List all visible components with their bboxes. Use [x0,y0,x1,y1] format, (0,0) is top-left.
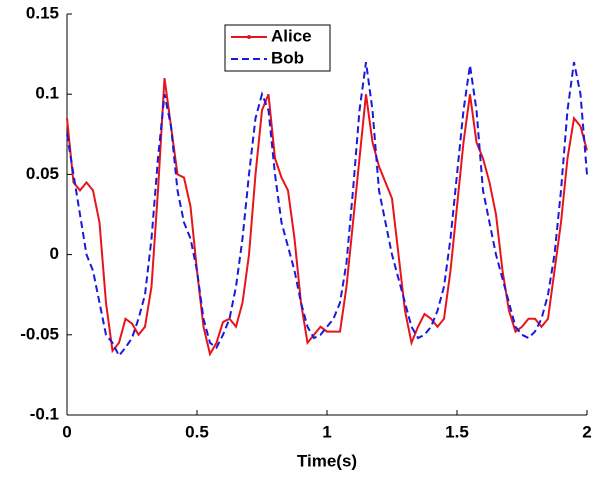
series-line [66,78,588,357]
x-tick-label: 1.5 [445,422,469,441]
legend-label: Alice [271,26,312,45]
x-axis-label: Time(s) [297,451,357,470]
x-tick-label: 2 [582,422,591,441]
y-tick-label: -0.05 [20,324,59,343]
legend-marker [247,35,251,39]
y-tick-label: 0 [50,244,59,263]
series-line [66,61,588,358]
x-tick-label: 0 [62,422,71,441]
x-tick-label: 1 [322,422,331,441]
y-tick-label: 0.05 [26,164,59,183]
legend-box [224,24,331,72]
y-tick-label: 0.15 [26,3,59,22]
y-tick-label: -0.1 [30,404,59,423]
y-tick-label: 0.1 [35,84,59,103]
x-tick-label: 0.5 [185,422,209,441]
legend-label: Bob [271,48,304,67]
